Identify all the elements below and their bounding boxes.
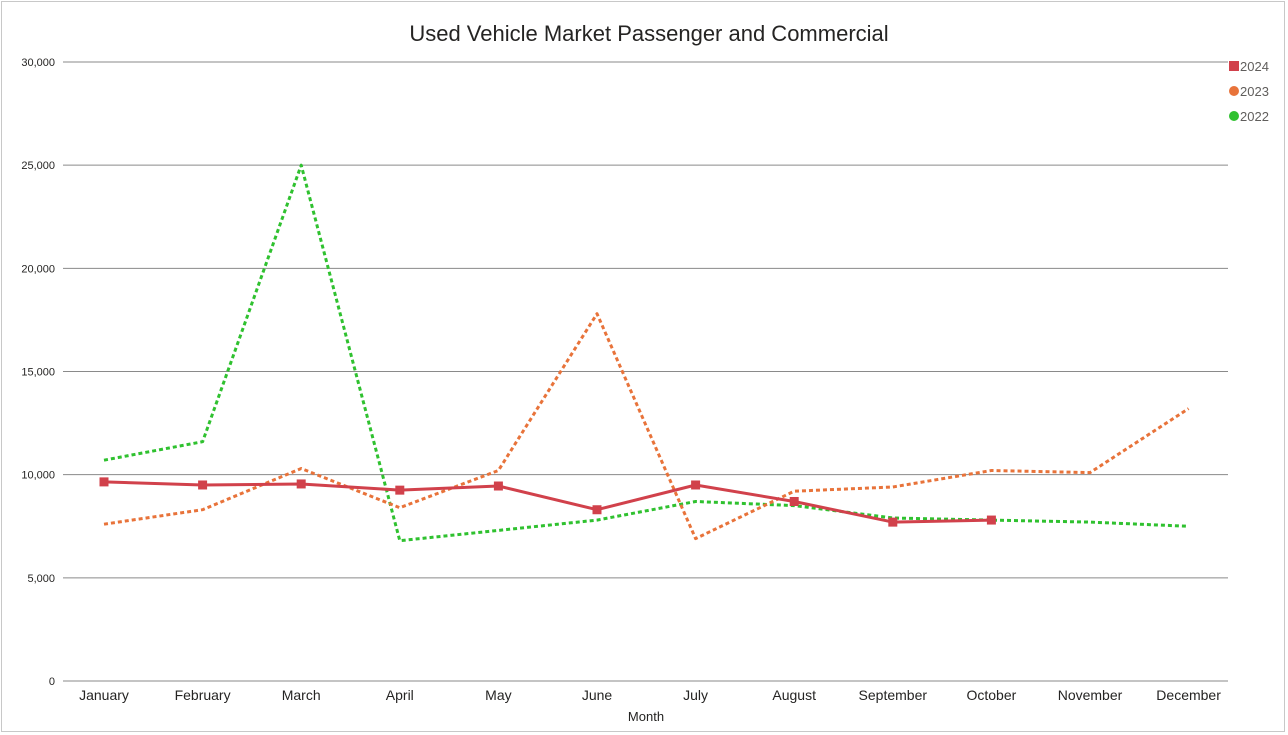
y-tick-label: 30,000 — [21, 57, 55, 69]
series-2023 — [103, 312, 1190, 541]
data-point[interactable] — [493, 481, 503, 491]
legend-marker — [1229, 86, 1239, 96]
legend-label: 2023 — [1240, 84, 1269, 99]
x-tick-label: July — [683, 687, 708, 703]
data-point[interactable] — [99, 477, 109, 487]
x-tick-label: September — [859, 687, 928, 703]
series-lines — [99, 163, 1190, 543]
legend-label: 2022 — [1240, 109, 1269, 124]
x-tick-label: January — [79, 687, 129, 703]
legend-label: 2024 — [1240, 59, 1269, 74]
data-point[interactable] — [592, 505, 602, 515]
y-tick-label: 10,000 — [21, 470, 55, 482]
x-tick-label: February — [175, 687, 231, 703]
y-tick-label: 20,000 — [21, 263, 55, 275]
series-2022 — [103, 163, 1189, 543]
x-tick-label: April — [386, 687, 414, 703]
chart-title: Used Vehicle Market Passenger and Commer… — [409, 21, 888, 46]
legend-marker — [1229, 111, 1239, 121]
x-tick-label: December — [1156, 687, 1221, 703]
legend-item-2024[interactable]: 2024 — [1229, 59, 1269, 74]
series-line-2023 — [103, 312, 1190, 541]
data-point[interactable] — [789, 496, 799, 506]
series-line-2024 — [103, 480, 992, 524]
x-tick-label: June — [582, 687, 613, 703]
data-point[interactable] — [986, 515, 996, 525]
x-tick-label: May — [485, 687, 511, 703]
legend-marker — [1229, 61, 1239, 71]
y-tick-label: 15,000 — [21, 367, 55, 379]
legend-item-2023[interactable]: 2023 — [1229, 84, 1269, 99]
x-axis-ticks: January February March April May June July Augu… — [79, 687, 1221, 703]
data-point[interactable] — [888, 517, 898, 527]
series-2024 — [99, 477, 996, 527]
x-tick-label: August — [772, 687, 816, 703]
series-line-2022 — [103, 163, 1189, 543]
x-tick-label: March — [282, 687, 321, 703]
gridlines — [63, 61, 1228, 682]
y-axis-ticks: 0 5,000 10,000 15,000 20,000 25,000 30,000 — [21, 57, 55, 688]
legend-item-2022[interactable]: 2022 — [1229, 109, 1269, 124]
y-tick-label: 25,000 — [21, 160, 55, 172]
x-tick-label: November — [1058, 687, 1123, 703]
x-axis-title: Month — [628, 709, 664, 724]
legend: 2024 2023 2022 — [1229, 59, 1269, 124]
y-tick-label: 0 — [49, 676, 55, 688]
data-point[interactable] — [395, 485, 405, 495]
y-tick-label: 5,000 — [27, 573, 55, 585]
x-tick-label: October — [966, 687, 1016, 703]
data-point[interactable] — [691, 480, 701, 490]
data-point[interactable] — [198, 480, 208, 490]
data-point[interactable] — [296, 479, 306, 489]
